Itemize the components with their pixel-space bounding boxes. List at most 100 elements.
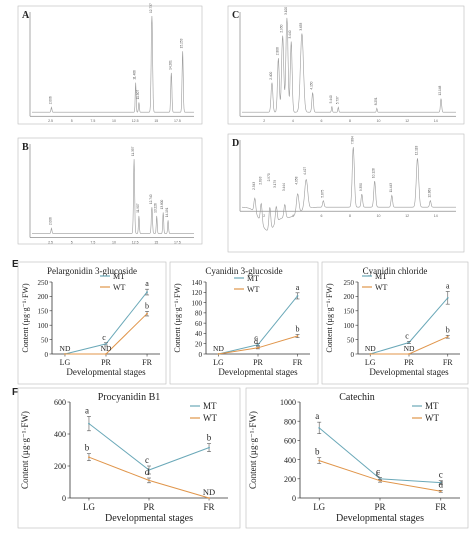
nd-label: ND [365,344,376,353]
chart-y-axis-label: Content (µg·g⁻¹·FW) [21,283,30,353]
chart-frame [321,261,469,385]
chromatogram-peak-label: 3.179 [273,180,277,188]
chromatogram-x-tick-label: 14 [434,119,438,123]
chart-y-tick-label: 50 [41,336,49,344]
chart-catechin: Catechin 0 200 400 600 800 1000 LG PR FR Developme… [245,387,469,529]
data-point-wt [439,490,442,493]
significance-letter: a [315,411,319,421]
data-point-mt [88,422,90,425]
data-point-wt [146,312,148,315]
chart-y-tick-label: 100 [192,299,203,307]
significance-letter: a [446,282,450,291]
chart-y-tick-label: 150 [344,308,355,316]
chromatogram-x-tick-label: 10 [112,240,116,244]
chart-x-tick-label: LG [83,502,95,512]
chart-y-tick-label: 1000 [280,398,296,407]
chromatogram-x-tick-label: 7.5 [90,119,95,123]
data-point-mt [296,294,299,297]
chromatogram-x-tick-label: 6 [320,119,322,123]
chromatogram-peak-label: 12.737 [149,3,153,13]
chart-x-tick-label: PR [253,358,263,367]
data-point-mt [318,427,321,429]
chart-x-tick-label: LG [313,502,325,512]
chromatogram-peak-label: 15.253 [180,38,184,48]
legend-label: MT [113,272,125,281]
legend-label: MT [203,401,217,411]
chart-x-tick-label: FR [142,358,152,367]
chromatogram-x-tick-label: 6 [320,214,322,218]
chromatogram-trace [32,159,194,234]
significance-letter: b [85,443,90,453]
chart-frame [245,387,469,529]
chromatogram-x-tick-label: 2.5 [48,119,53,123]
data-point-wt [379,479,381,482]
significance-letter: b [207,433,212,443]
significance-letter: c [439,470,443,480]
chart-y-tick-label: 200 [344,293,355,301]
significance-letter: b [315,447,320,457]
significance-letter: b [145,301,149,310]
chromatogram-peak-label: 5.440 [329,95,333,103]
chromatogram-x-tick-label: 12 [405,119,409,123]
chart-y-tick-label: 600 [54,398,66,407]
chart-y-tick-label: 0 [62,494,66,503]
chromatogram-peak-label: 12.740 [149,194,153,204]
chromatogram-panel-c: C 2 4 6 8 10 12 14 2.400 2.808 2.950 3.100 3.440 3.65… [227,5,465,125]
data-point-wt [217,353,220,355]
chart-y-tick-label: 100 [38,322,49,330]
chart-y-tick-label: 40 [195,330,203,338]
chromatogram-x-tick-label: 2 [263,214,265,218]
legend-label: MT [247,274,259,283]
legend-label: MT [375,272,387,281]
chart-x-axis-label: Developmental stages [105,513,193,524]
chromatogram-trace [242,17,456,113]
chart-title: Procyanidin B1 [98,392,161,403]
data-point-wt [105,353,107,355]
chromatogram-peak-label: 9.350 [359,183,363,191]
chromatogram-x-tick-label: 10 [112,119,116,123]
chromatogram-frame [227,133,465,253]
chart-y-tick-label: 250 [344,279,355,287]
data-point-mt [257,343,259,346]
chromatogram-peak-label: 3.653 [299,22,303,30]
legend-label: WT [425,413,439,423]
panel-letter-f: F [12,387,18,398]
significance-letter: d [254,337,258,346]
chart-frame [17,387,241,529]
chart-y-tick-label: 0 [199,351,203,359]
chart-title: Cyanidin 3-glucoside [205,266,282,276]
data-point-mt [208,446,210,449]
chart-x-tick-label: PR [374,502,385,512]
chart-y-tick-label: 200 [284,475,296,484]
chart-x-tick-label: LG [213,358,224,367]
chart-y-tick-label: 0 [292,494,296,503]
significance-letter: a [296,283,300,292]
significance-letter: c [376,466,380,476]
chart-y-axis-label: Content (µg·g⁻¹·FW) [20,411,30,489]
chromatogram-x-tick-label: 7.5 [90,240,95,244]
chromatogram-x-tick-label: 8 [349,119,351,123]
chromatogram-peak-label: 3.440 [288,30,292,38]
chart-y-tick-label: 0 [351,351,355,359]
chromatogram-x-tick-label: 17.5 [174,119,181,123]
data-point-mt [146,291,148,293]
chart-x-axis-label: Developmental stages [336,513,424,524]
chromatogram-peak-label: 3.444 [282,183,286,191]
chromatogram-peak-label: 13.226 [154,203,158,213]
chromatogram-peak-label: 11.907 [136,203,140,213]
chart-y-tick-label: 400 [284,456,296,465]
chart-y-tick-label: 60 [195,320,203,328]
chart-y-tick-label: 100 [344,322,355,330]
data-point-mt [105,343,107,345]
legend-label: WT [113,283,126,292]
significance-letter: d [439,479,444,489]
chromatogram-peak-label: 4.427 [303,167,307,175]
chromatogram-peak-label: 7.884 [350,136,354,144]
data-point-wt [148,479,150,482]
chromatogram-peak-label: 12.869 [427,188,431,198]
panel-letter: A [22,10,30,21]
chart-y-tick-label: 80 [195,310,203,318]
chromatogram-peak-label: 2.693 [258,176,262,184]
significance-letter: d [145,467,150,477]
chart-y-tick-label: 140 [192,279,203,287]
